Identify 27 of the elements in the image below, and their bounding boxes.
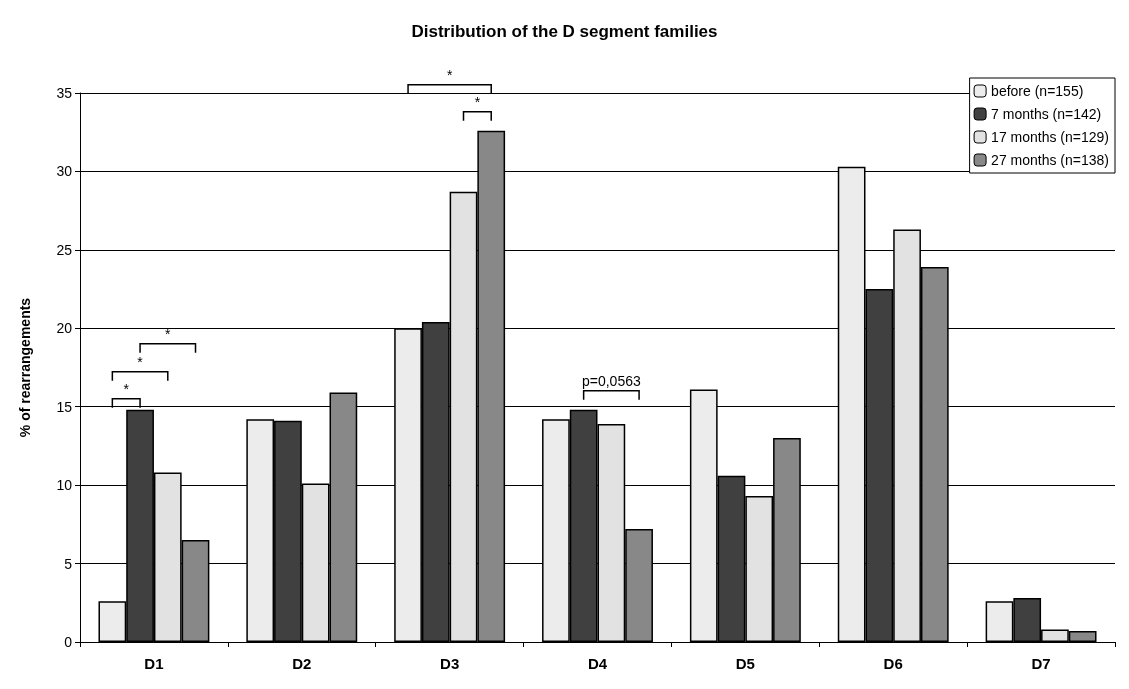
chart-title: Distribution of the D segment families	[411, 22, 718, 41]
legend-label: 17 months (n=129)	[991, 129, 1109, 145]
x-tick-label: D1	[144, 655, 164, 672]
annotation: p=0,0563	[581, 372, 641, 389]
y-tick-label: 10	[56, 477, 73, 494]
x-tick-label: D7	[1031, 655, 1051, 672]
x-tick-label: D6	[883, 655, 903, 672]
y-tick-label: 15	[56, 398, 73, 415]
y-axis-title: % of rearrangements	[17, 297, 33, 438]
y-tick-label: 0	[64, 634, 73, 650]
annotation: *	[137, 353, 144, 370]
legend-label: 7 months (n=142)	[991, 106, 1102, 122]
x-tick-label: D2	[292, 655, 312, 672]
legend-label: before (n=155)	[991, 83, 1084, 99]
y-tick-label: 25	[56, 241, 73, 258]
y-tick-label: 30	[56, 163, 73, 180]
annotation: *	[123, 380, 130, 397]
text: *	[446, 66, 453, 83]
annotation: *	[474, 93, 481, 110]
x-tick-label: D3	[440, 655, 460, 672]
x-tick-label: D4	[587, 655, 608, 672]
legend-label: 27 months (n=138)	[991, 152, 1109, 168]
y-tick-label: 20	[56, 320, 73, 337]
x-tick-label: D5	[735, 655, 755, 672]
y-tick-label: 5	[64, 555, 73, 572]
annotation: *	[165, 325, 172, 342]
y-tick-label: 35	[56, 85, 73, 101]
